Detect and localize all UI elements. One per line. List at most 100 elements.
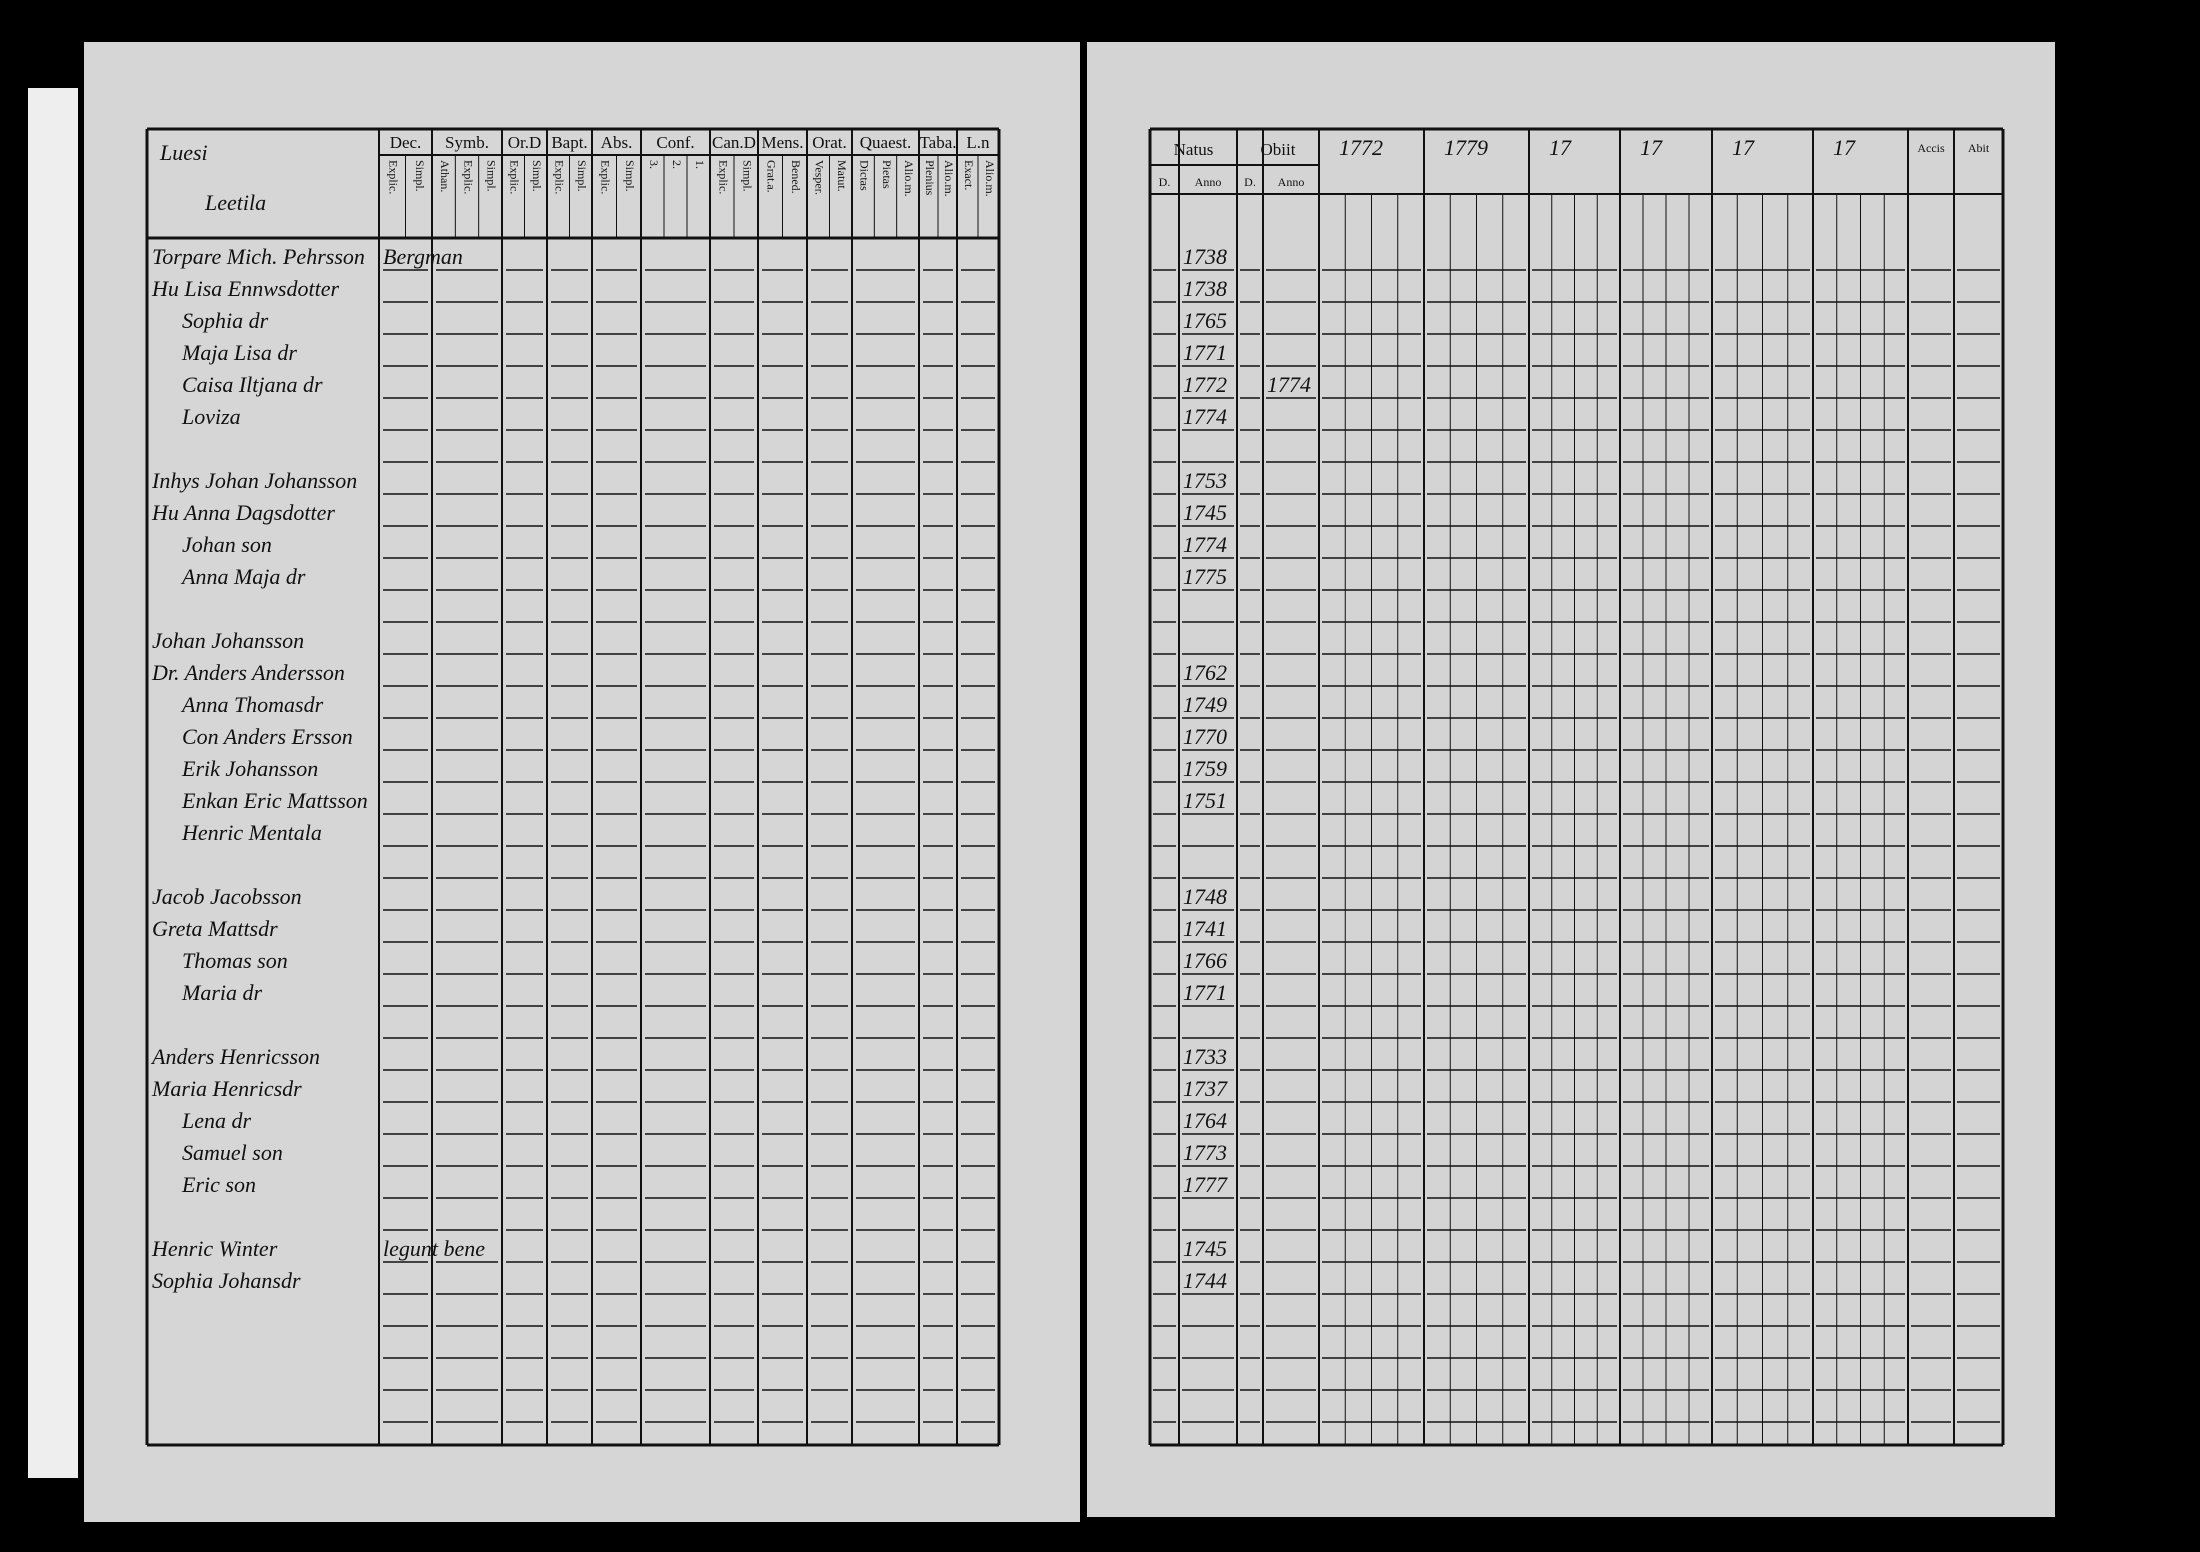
person-name: Johan son xyxy=(182,532,272,557)
birth-year: 1749 xyxy=(1183,692,1227,717)
birth-year: 1748 xyxy=(1183,884,1227,909)
sub-header: 1. xyxy=(693,160,707,169)
person-name: Hu Lisa Ennwsdotter xyxy=(151,276,339,301)
sub-header: Alio.m. xyxy=(983,160,997,197)
sub-header: Anno xyxy=(1278,175,1305,189)
person-name: Torpare Mich. Pehrsson xyxy=(152,244,365,269)
person-name: Hu Anna Dagsdotter xyxy=(151,500,335,525)
sub-header: Anno xyxy=(1195,175,1222,189)
birth-year: 1738 xyxy=(1183,244,1227,269)
column-header: Symb. xyxy=(445,133,489,152)
year-header: 17 xyxy=(1549,135,1572,160)
birth-year: 1770 xyxy=(1183,724,1227,749)
year-header: 1772 xyxy=(1339,135,1383,160)
person-name: Maria Henricsdr xyxy=(151,1076,302,1101)
sub-header: Alio.m. xyxy=(942,160,956,197)
person-name: Anna Thomasdr xyxy=(180,692,324,717)
column-header: Conf. xyxy=(656,133,694,152)
column-header: Abit xyxy=(1968,141,1990,155)
column-header: Orat. xyxy=(812,133,846,152)
note: Bergman xyxy=(383,244,463,269)
birth-year: 1764 xyxy=(1183,1108,1227,1133)
column-header: L.n xyxy=(966,133,990,152)
birth-year: 1772 xyxy=(1183,372,1227,397)
birth-year: 1741 xyxy=(1183,916,1227,941)
person-name: Henric Winter xyxy=(151,1236,278,1261)
birth-year: 1774 xyxy=(1183,404,1227,429)
sub-header: Grat.a. xyxy=(765,160,779,193)
year-header: 17 xyxy=(1640,135,1663,160)
column-header: Taba. xyxy=(919,133,956,152)
sub-header: Explic. xyxy=(461,160,475,194)
sub-header: Athan. xyxy=(438,160,452,192)
sub-header: Simpl. xyxy=(623,160,637,192)
column-header: Or.D xyxy=(508,133,542,152)
sub-header: D. xyxy=(1159,175,1171,189)
edge-strip xyxy=(28,88,78,1478)
person-name: Inhys Johan Johansson xyxy=(151,468,357,493)
year-header: 17 xyxy=(1833,135,1856,160)
sub-header: Bened. xyxy=(789,160,803,194)
birth-year: 1766 xyxy=(1183,948,1227,973)
sub-header: Explic. xyxy=(553,160,567,194)
birth-year: 1775 xyxy=(1183,564,1227,589)
person-name: Enkan Eric Mattsson xyxy=(181,788,368,813)
person-name: Samuel son xyxy=(182,1140,283,1165)
page-title: Leetila xyxy=(204,190,266,215)
birth-year: 1744 xyxy=(1183,1268,1227,1293)
birth-year: 1737 xyxy=(1183,1076,1228,1101)
birth-year: 1771 xyxy=(1183,340,1227,365)
birth-year: 1762 xyxy=(1183,660,1227,685)
sub-header: Simpl. xyxy=(413,160,427,192)
person-name: Eric son xyxy=(181,1172,256,1197)
person-name: Caisa Iltjana dr xyxy=(182,372,323,397)
person-name: Thomas son xyxy=(182,948,288,973)
birth-year: 1751 xyxy=(1183,788,1227,813)
person-name: Henric Mentala xyxy=(181,820,322,845)
sub-header: Simpl. xyxy=(575,160,589,192)
sub-header: Explic. xyxy=(508,160,522,194)
page-title: Luesi xyxy=(159,140,208,165)
birth-year: 1765 xyxy=(1183,308,1227,333)
sub-header: Plenius xyxy=(923,160,937,196)
year-header: 17 xyxy=(1732,135,1755,160)
column-header: Mens. xyxy=(761,133,803,152)
person-name: Anna Maja dr xyxy=(180,564,306,589)
sub-header: 3. xyxy=(647,160,661,169)
right-sheet xyxy=(1087,42,2055,1517)
column-header: Accis xyxy=(1917,141,1945,155)
birth-year: 1759 xyxy=(1183,756,1227,781)
birth-year: 1733 xyxy=(1183,1044,1227,1069)
birth-year: 1771 xyxy=(1183,980,1227,1005)
sub-header: Simpl. xyxy=(485,160,499,192)
column-header: Natus xyxy=(1174,140,1214,159)
sub-header: D. xyxy=(1244,175,1256,189)
sub-header: 2. xyxy=(670,160,684,169)
sub-header: Explic. xyxy=(599,160,613,194)
birth-year: 1773 xyxy=(1183,1140,1227,1165)
person-name: Lena dr xyxy=(181,1108,252,1133)
person-name: Greta Mattsdr xyxy=(152,916,278,941)
sub-header: Matut. xyxy=(835,160,849,192)
column-header: Can.D xyxy=(712,133,756,152)
person-name: Anders Henricsson xyxy=(150,1044,320,1069)
person-name: Erik Johansson xyxy=(181,756,318,781)
sub-header: Simpl. xyxy=(740,160,754,192)
sub-header: Explic. xyxy=(387,160,401,194)
person-name: Con Anders Ersson xyxy=(182,724,353,749)
person-name: Johan Johansson xyxy=(152,628,304,653)
person-name: Sophia dr xyxy=(182,308,269,333)
birth-year: 1777 xyxy=(1183,1172,1228,1197)
column-header: Quaest. xyxy=(860,133,911,152)
sub-header: Alio.m. xyxy=(902,160,916,197)
birth-year: 1738 xyxy=(1183,276,1227,301)
column-header: Obiit xyxy=(1261,140,1296,159)
sub-header: Vesper. xyxy=(813,160,827,195)
column-header: Abs. xyxy=(601,133,633,152)
sub-header: Exact. xyxy=(962,160,976,190)
person-name: Loviza xyxy=(181,404,241,429)
person-name: Dr. Anders Andersson xyxy=(151,660,345,685)
year-header: 1779 xyxy=(1444,135,1488,160)
sub-header: Pietas xyxy=(880,160,894,189)
person-name: Maja Lisa dr xyxy=(181,340,297,365)
